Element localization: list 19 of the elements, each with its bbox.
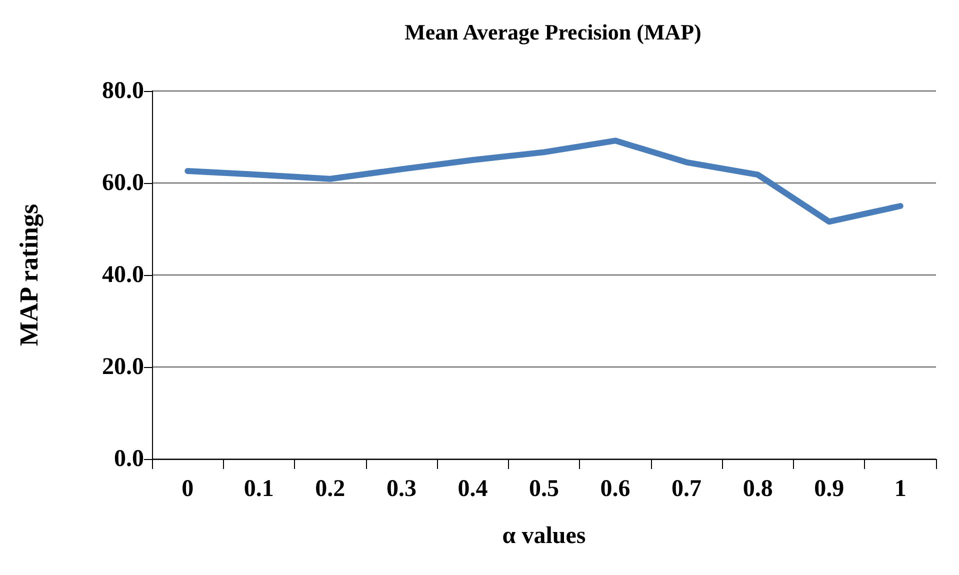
x-tick-label: 0.6 (600, 476, 630, 502)
y-tick-label: 80.0 (102, 78, 144, 104)
x-tick-label: 1 (894, 476, 906, 502)
x-tick-label: 0.1 (244, 476, 274, 502)
x-tick-label: 0.2 (315, 476, 346, 502)
x-tick-label: 0.9 (814, 476, 844, 502)
x-tick-label: 0.3 (386, 476, 416, 502)
y-tick-label: 40.0 (102, 262, 144, 288)
y-axis-title: MAP ratings (14, 204, 44, 346)
chart-title: Mean Average Precision (MAP) (404, 20, 702, 44)
y-tick-label: 0.0 (114, 446, 144, 472)
x-tick-label: 0.7 (672, 476, 702, 502)
x-tick-label: 0.8 (742, 476, 773, 502)
y-tick-label: 20.0 (102, 354, 144, 380)
x-axis-title: α values (502, 523, 586, 549)
x-tick-label: 0.4 (458, 476, 488, 502)
y-tick-label: 60.0 (102, 170, 144, 196)
x-tick-label: 0 (182, 476, 194, 502)
x-tick-label: 0.5 (529, 476, 559, 502)
